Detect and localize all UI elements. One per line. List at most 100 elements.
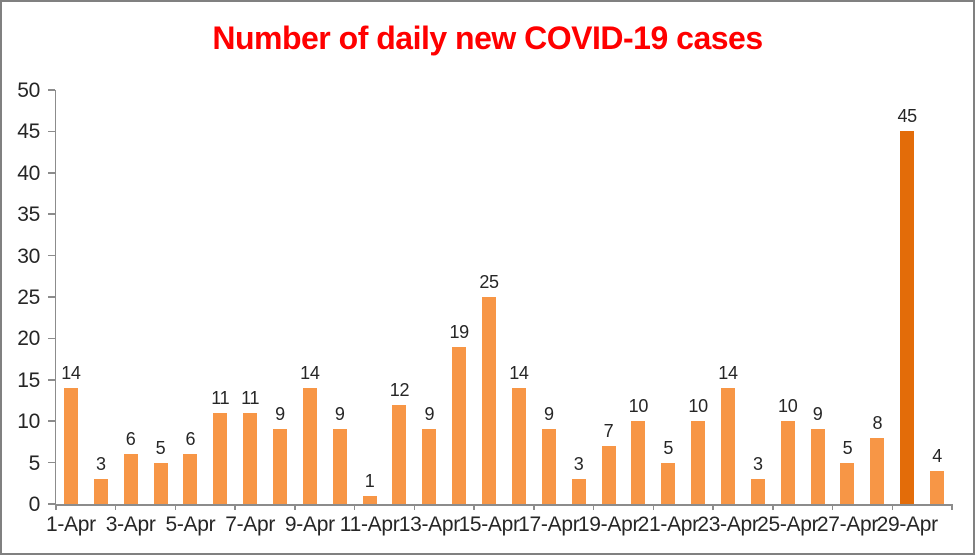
bar	[243, 412, 258, 504]
x-axis-tick	[712, 504, 714, 510]
y-axis-tick-label: 45	[17, 120, 40, 144]
x-axis-tick-label: 25-Apr	[757, 513, 819, 536]
bar-value-label: 7	[603, 421, 614, 442]
y-axis-tick-label: 0	[28, 493, 41, 516]
bar-value-label: 14	[61, 363, 81, 384]
y-axis-tick	[48, 296, 55, 298]
bar-value-label: 3	[95, 454, 106, 475]
x-axis-tick-label: 9-Apr	[284, 513, 335, 536]
bar-value-label: 9	[812, 404, 823, 425]
bar	[213, 412, 228, 504]
y-axis-tick-label: 35	[17, 203, 40, 227]
bar	[571, 479, 586, 504]
y-axis-tick-label: 40	[17, 161, 40, 185]
x-axis-tick-label: 23-Apr	[697, 513, 759, 536]
bar	[691, 421, 706, 504]
x-axis-tick-label: 11-Apr	[339, 513, 400, 536]
bar	[422, 429, 437, 504]
bar-value-label: 5	[155, 437, 166, 458]
y-axis-tick-label: 20	[17, 327, 40, 351]
bar-value-label: 9	[543, 404, 554, 425]
y-axis-tick	[48, 420, 55, 422]
x-axis-tick	[772, 504, 774, 510]
x-axis-tick-label: 5-Apr	[165, 513, 216, 536]
bar-value-label: 9	[275, 404, 285, 425]
y-axis-tick	[48, 89, 55, 91]
bar-value-label: 11	[211, 387, 230, 408]
bar	[123, 454, 138, 504]
bar-value-label: 11	[241, 387, 260, 408]
x-axis-tick-label: 17-Apr	[518, 513, 580, 536]
bar-value-label: 6	[125, 429, 136, 450]
y-axis-tick-label: 5	[28, 451, 41, 475]
bar-value-label: 5	[842, 437, 853, 458]
x-axis-tick	[592, 504, 595, 510]
bar	[750, 479, 765, 504]
x-axis-tick	[234, 504, 236, 510]
x-axis-tick-label: 19-Apr	[577, 513, 640, 536]
x-axis-tick-label: 3-Apr	[105, 513, 156, 536]
bar	[362, 495, 377, 504]
y-axis-tick-label: 50	[17, 79, 40, 102]
y-axis-tick	[48, 213, 55, 215]
bar	[93, 479, 108, 504]
y-axis-tick	[48, 379, 55, 381]
y-axis-tick-label: 25	[17, 286, 40, 309]
bar	[631, 421, 646, 504]
chart-title: Number of daily new COVID-19 cases	[212, 20, 763, 56]
x-axis-tick	[114, 504, 117, 510]
x-axis-tick	[473, 504, 475, 510]
bar-value-label: 10	[688, 396, 708, 417]
x-axis-tick	[533, 504, 535, 510]
bar	[661, 462, 676, 504]
y-axis-tick-label: 10	[17, 410, 40, 434]
x-axis-tick	[891, 504, 894, 510]
bar	[392, 404, 407, 504]
x-axis-tick	[294, 504, 296, 510]
bar	[302, 388, 317, 504]
bar-value-label: 5	[663, 437, 674, 458]
bar	[601, 446, 616, 504]
x-axis-tick	[353, 504, 356, 510]
bar-value-label: 10	[628, 396, 649, 417]
bar	[810, 429, 825, 504]
bar-value-label: 10	[778, 396, 798, 417]
bar	[482, 297, 497, 504]
x-axis-tick-label: 1-Apr	[45, 513, 96, 536]
y-axis-tick	[48, 461, 55, 464]
bar	[153, 462, 168, 504]
x-axis-tick	[652, 504, 655, 510]
bar	[541, 429, 556, 504]
bar	[840, 462, 855, 504]
x-axis-tick-label: 29-Apr	[876, 513, 939, 536]
x-axis-tick-label: 13-Apr	[398, 513, 461, 536]
y-axis-tick	[48, 254, 55, 257]
x-axis-tick	[413, 504, 416, 510]
y-axis-line	[54, 90, 56, 510]
bar-value-label: 14	[509, 363, 529, 384]
bar-value-label: 12	[389, 379, 410, 400]
bar-value-label: 9	[424, 404, 435, 425]
x-axis-tick-label: 21-Apr	[637, 513, 700, 536]
bar-value-label: 3	[753, 454, 763, 475]
bar	[930, 470, 945, 504]
bar-value-label: 14	[718, 363, 738, 384]
x-axis-tick	[174, 504, 177, 510]
bar-value-label: 9	[334, 404, 345, 425]
bar-value-label: 45	[897, 106, 917, 127]
x-axis-tick-label: 15-Apr	[458, 513, 520, 536]
x-axis-tick	[831, 504, 834, 510]
bar-value-label: 8	[872, 412, 883, 433]
bar-value-label: 4	[932, 445, 942, 466]
bar	[511, 388, 526, 504]
y-axis-tick	[48, 130, 55, 133]
x-axis-tick-label: 27-Apr	[816, 513, 879, 536]
bar-value-label: 3	[573, 454, 584, 475]
x-axis-line	[54, 504, 952, 506]
bar	[721, 388, 735, 504]
bar	[183, 454, 198, 504]
bar	[900, 131, 915, 504]
bar	[452, 346, 467, 504]
y-axis-tick	[48, 503, 55, 505]
